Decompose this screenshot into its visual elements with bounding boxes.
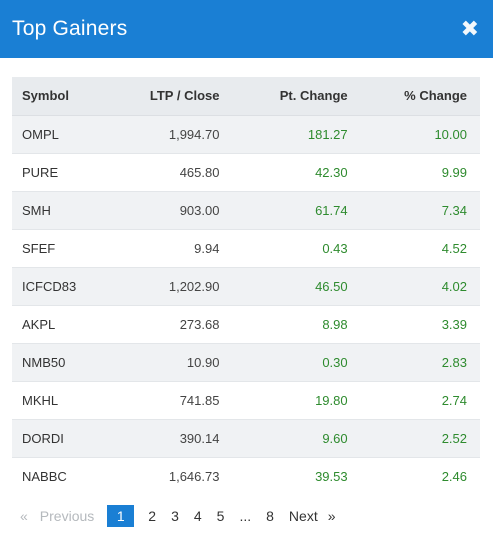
cell-ltp: 465.80	[109, 152, 240, 191]
page-button-8[interactable]: 8	[266, 508, 274, 524]
table-row[interactable]: NABBC 1,646.73 39.53 2.46	[12, 456, 480, 495]
cell-pt-change: 61.74	[239, 190, 368, 229]
cell-pct-change: 7.34	[367, 190, 480, 229]
next-page-button[interactable]: Next »	[283, 505, 342, 527]
cell-ltp: 741.85	[109, 380, 240, 419]
page-button-4[interactable]: 4	[193, 508, 202, 524]
table-row[interactable]: OMPL 1,994.70 181.27 10.00	[12, 114, 480, 153]
cell-pct-change: 2.46	[367, 456, 480, 495]
pagination: « Previous 1 2 3 4 5 ... 8 Next »	[20, 505, 345, 527]
pagination-ellipsis: ...	[239, 508, 252, 524]
cell-pct-change: 2.83	[367, 342, 480, 381]
page-button-1[interactable]: 1	[107, 505, 135, 527]
cell-ltp: 1,994.70	[109, 114, 240, 153]
column-header-symbol[interactable]: Symbol	[12, 77, 110, 116]
cell-symbol[interactable]: ICFCD83	[12, 266, 110, 305]
cell-ltp: 1,646.73	[109, 456, 240, 495]
table-row[interactable]: AKPL 273.68 8.98 3.39	[12, 304, 480, 343]
column-header-pt-change[interactable]: Pt. Change	[239, 77, 368, 116]
cell-ltp: 273.68	[109, 304, 240, 343]
cell-pt-change: 9.60	[239, 418, 368, 457]
double-chevron-left-icon: «	[20, 508, 28, 524]
previous-label: Previous	[39, 508, 95, 524]
cell-ltp: 390.14	[109, 418, 240, 457]
cell-pt-change: 46.50	[239, 266, 368, 305]
column-header-pct-change[interactable]: % Change	[367, 77, 480, 116]
close-icon[interactable]: ✖	[460, 16, 479, 41]
cell-symbol[interactable]: NABBC	[12, 456, 110, 495]
cell-symbol[interactable]: SFEF	[12, 228, 110, 267]
cell-pt-change: 8.98	[239, 304, 368, 343]
cell-pct-change: 10.00	[367, 114, 480, 153]
page-button-3[interactable]: 3	[171, 508, 179, 524]
cell-symbol[interactable]: PURE	[12, 152, 110, 191]
cell-symbol[interactable]: AKPL	[12, 304, 110, 343]
cell-ltp: 10.90	[109, 342, 240, 381]
cell-pt-change: 42.30	[239, 152, 368, 191]
cell-pt-change: 39.53	[239, 456, 368, 495]
column-header-ltp-close[interactable]: LTP / Close	[109, 77, 240, 116]
table-row[interactable]: DORDI 390.14 9.60 2.52	[12, 418, 480, 457]
page-button-5[interactable]: 5	[216, 508, 225, 524]
next-label: Next	[288, 508, 318, 524]
cell-pt-change: 181.27	[239, 114, 368, 153]
cell-ltp: 9.94	[109, 228, 240, 267]
cell-pct-change: 3.39	[367, 304, 480, 343]
cell-symbol[interactable]: DORDI	[12, 418, 110, 457]
cell-pct-change: 2.74	[367, 380, 480, 419]
cell-symbol[interactable]: SMH	[12, 190, 110, 229]
gainers-table-container: Symbol LTP / Close Pt. Change % Change O…	[12, 77, 480, 495]
table-row[interactable]: PURE 465.80 42.30 9.99	[12, 152, 480, 191]
cell-ltp: 1,202.90	[109, 266, 240, 305]
previous-page-button[interactable]: « Previous	[20, 505, 100, 527]
table-row[interactable]: ICFCD83 1,202.90 46.50 4.02	[12, 266, 480, 305]
cell-pct-change: 4.02	[367, 266, 480, 305]
cell-symbol[interactable]: NMB50	[12, 342, 110, 381]
gainers-table: Symbol LTP / Close Pt. Change % Change O…	[12, 77, 480, 495]
cell-pct-change: 2.52	[367, 418, 480, 457]
table-row[interactable]: SMH 903.00 61.74 7.34	[12, 190, 480, 229]
modal-header: Top Gainers ✖	[0, 0, 493, 58]
double-chevron-right-icon: »	[327, 508, 336, 524]
cell-symbol[interactable]: OMPL	[12, 114, 110, 153]
cell-ltp: 903.00	[109, 190, 240, 229]
modal-title: Top Gainers	[12, 17, 128, 40]
cell-pct-change: 4.52	[367, 228, 480, 267]
cell-pt-change: 0.43	[239, 228, 368, 267]
table-row[interactable]: NMB50 10.90 0.30 2.83	[12, 342, 480, 381]
cell-pct-change: 9.99	[367, 152, 480, 191]
cell-pt-change: 0.30	[239, 342, 368, 381]
cell-symbol[interactable]: MKHL	[12, 380, 110, 419]
page-button-2[interactable]: 2	[148, 508, 157, 524]
table-header-row: Symbol LTP / Close Pt. Change % Change	[12, 77, 480, 116]
cell-pt-change: 19.80	[239, 380, 368, 419]
table-row[interactable]: SFEF 9.94 0.43 4.52	[12, 228, 480, 267]
table-row[interactable]: MKHL 741.85 19.80 2.74	[12, 380, 480, 419]
